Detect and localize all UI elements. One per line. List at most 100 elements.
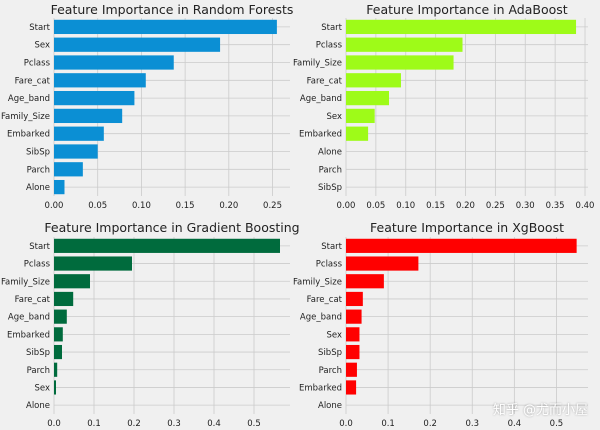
chart-title: Feature Importance in Gradient Boosting — [44, 220, 299, 235]
category-label: Fare_cat — [307, 295, 343, 305]
x-tick-label: 0.35 — [546, 201, 565, 211]
category-label: Family_Size — [1, 277, 50, 287]
x-tick-label: 0.15 — [426, 201, 445, 211]
bar-sex — [346, 327, 360, 342]
bar-parch — [54, 162, 83, 177]
bar-fare-cat — [346, 73, 401, 88]
x-tick-label: 0.5 — [247, 419, 261, 429]
category-label: Sex — [326, 330, 342, 340]
bar-start — [54, 238, 280, 253]
category-label: Parch — [27, 366, 50, 376]
x-tick-label: 0.3 — [167, 419, 181, 429]
x-tick-label: 0.3 — [465, 419, 479, 429]
x-tick-label: 0.5 — [550, 419, 564, 429]
bar-family-size — [54, 108, 123, 124]
x-tick-label: 0.4 — [207, 419, 221, 429]
bar-embarked — [54, 327, 63, 342]
bar-parch — [346, 362, 357, 377]
category-label: Start — [321, 242, 342, 252]
x-tick-label: 0.05 — [366, 201, 385, 211]
category-label: Family_Size — [293, 277, 342, 287]
x-tick-label: 0.20 — [456, 201, 475, 211]
category-label: Family_Size — [1, 112, 50, 122]
category-label: Embarked — [7, 130, 50, 140]
bar-family-size — [54, 274, 90, 289]
bar-alone — [54, 179, 65, 195]
category-label: Parch — [27, 165, 50, 175]
bar-family-size — [346, 274, 384, 289]
category-label: Start — [29, 242, 50, 252]
category-label: Family_Size — [293, 59, 342, 69]
x-tick-label: 0.25 — [263, 201, 282, 211]
category-label: SibSp — [26, 348, 50, 358]
bar-family-size — [346, 55, 454, 70]
bar-parch — [54, 362, 58, 377]
bar-sibsp — [54, 144, 98, 159]
category-label: Alone — [318, 148, 342, 158]
bar-embarked — [54, 126, 104, 141]
category-label: Pclass — [24, 260, 51, 270]
bar-age-band — [54, 309, 67, 324]
category-label: Age_band — [300, 313, 342, 323]
category-label: Pclass — [316, 260, 343, 270]
x-tick-label: 0.20 — [219, 201, 238, 211]
chart-panel-1: Start Sex Pclass Fare_cat Age_band Family_Siz… — [1, 2, 293, 211]
bar-pclass — [54, 256, 132, 271]
bar-sibsp — [346, 344, 360, 360]
chart-panel-2: Start Pclass Family_Size Fare_cat Age_band Se… — [293, 2, 595, 211]
bar-age-band — [346, 309, 362, 324]
category-label: Sex — [326, 112, 342, 122]
category-label: Age_band — [300, 94, 342, 104]
category-label: Alone — [26, 401, 50, 411]
bar-fare-cat — [346, 291, 363, 307]
category-label: Start — [29, 23, 50, 33]
chart-title: Feature Importance in Random Forests — [51, 2, 294, 17]
category-label: Parch — [319, 366, 342, 376]
category-label: Start — [321, 23, 342, 33]
category-label: SibSp — [26, 148, 50, 158]
bar-sex — [54, 380, 56, 395]
x-tick-label: 0.10 — [132, 201, 151, 211]
watermark: 知乎 @尤而小屋 — [492, 403, 588, 418]
x-tick-label: 0.05 — [88, 201, 107, 211]
x-tick-label: 0.1 — [381, 419, 395, 429]
bar-age-band — [346, 90, 390, 106]
bar-start — [54, 19, 277, 35]
x-tick-label: 0.0 — [339, 419, 353, 429]
category-label: Parch — [319, 165, 342, 175]
x-tick-label: 0.30 — [516, 201, 535, 211]
x-tick-label: 0.10 — [396, 201, 415, 211]
bar-sibsp — [54, 344, 62, 360]
bar-embarked — [346, 380, 357, 395]
category-label: Alone — [318, 401, 342, 411]
x-tick-label: 0.40 — [576, 201, 595, 211]
category-label: Alone — [26, 183, 50, 193]
x-tick-label: 0.15 — [176, 201, 195, 211]
x-tick-label: 0.1 — [87, 419, 101, 429]
bar-pclass — [54, 55, 174, 70]
x-tick-label: 0.2 — [127, 419, 141, 429]
category-label: Embarked — [7, 330, 50, 340]
bar-start — [346, 19, 577, 35]
category-label: Sex — [34, 41, 50, 51]
category-label: SibSp — [318, 183, 342, 193]
x-tick-label: 0.0 — [47, 419, 61, 429]
category-label: Embarked — [299, 383, 342, 393]
chart-panel-4: Start Pclass Family_Size Fare_cat Age_band Se… — [293, 220, 588, 429]
category-label: Embarked — [299, 130, 342, 140]
chart-title: Feature Importance in XgBoost — [370, 220, 564, 235]
bar-age-band — [54, 90, 135, 106]
bar-pclass — [346, 256, 419, 271]
category-label: Pclass — [24, 59, 51, 69]
x-tick-label: 0.25 — [486, 201, 505, 211]
x-tick-label: 0.2 — [423, 419, 437, 429]
bar-sex — [54, 37, 221, 52]
chart-panel-3: Start Pclass Family_Size Fare_cat Age_band Em… — [1, 220, 300, 429]
category-label: Age_band — [8, 313, 50, 323]
bar-start — [346, 238, 577, 253]
bar-sex — [346, 108, 375, 124]
category-label: Fare_cat — [15, 295, 51, 305]
category-label: Sex — [34, 383, 50, 393]
bar-embarked — [346, 126, 369, 141]
bar-fare-cat — [54, 291, 74, 307]
